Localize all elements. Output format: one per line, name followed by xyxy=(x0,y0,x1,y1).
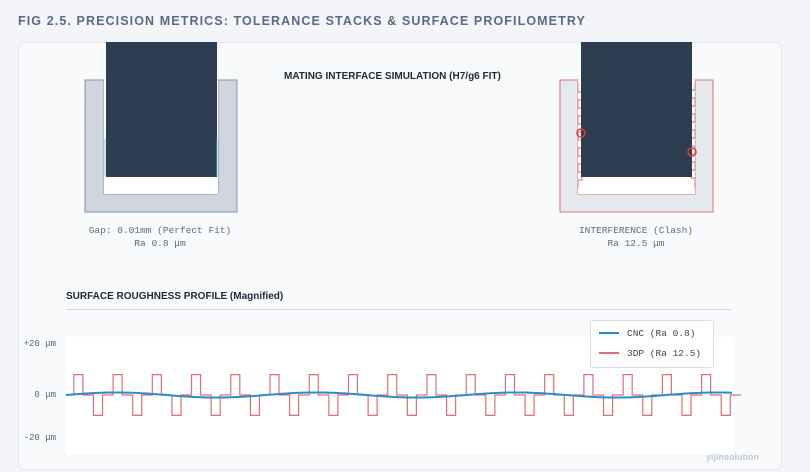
figure-title: FIG 2.5. PRECISION METRICS: TOLERANCE ST… xyxy=(18,14,586,28)
interference-assembly xyxy=(559,42,714,213)
clash-point-marker xyxy=(687,147,697,157)
legend-item-cnc: CNC (Ra 0.8) xyxy=(599,327,695,339)
mating-title: MATING INTERFACE SIMULATION (H7/g6 FIT) xyxy=(284,71,501,82)
y-tick-label: +20 μm xyxy=(23,339,56,349)
series-3dp-line xyxy=(66,374,741,416)
y-tick-label: -20 μm xyxy=(23,433,56,443)
perfect-fit-assembly xyxy=(84,42,238,213)
series-cnc-line xyxy=(65,391,733,399)
section-divider xyxy=(66,309,732,310)
interference-ra-label: Ra 12.5 μm xyxy=(607,238,665,249)
perfect-fit-shaft xyxy=(106,42,217,177)
perfect-fit-caption: Gap: 0.01mm (Perfect Fit) Ra 0.8 μm xyxy=(60,224,260,250)
legend-swatch-3dp xyxy=(599,352,619,354)
interference-bore-rough-right xyxy=(690,82,696,188)
interference-caption: INTERFERENCE (Clash) Ra 12.5 μm xyxy=(536,224,736,250)
y-tick-label: 0 μm xyxy=(34,390,56,400)
chart-legend: CNC (Ra 0.8) 3DP (Ra 12.5) xyxy=(590,320,714,368)
legend-label-cnc: CNC (Ra 0.8) xyxy=(627,327,696,339)
roughness-title: SURFACE ROUGHNESS PROFILE (Magnified) xyxy=(66,291,284,302)
perfect-fit-ra-label: Ra 0.8 μm xyxy=(134,238,186,249)
watermark: yijinsolution xyxy=(706,452,759,462)
perfect-fit-gap-label: Gap: 0.01mm (Perfect Fit) xyxy=(88,225,232,236)
legend-item-3dp: 3DP (Ra 12.5) xyxy=(599,347,701,359)
legend-swatch-cnc xyxy=(599,332,619,334)
interference-shaft xyxy=(581,42,692,177)
interference-label: INTERFERENCE (Clash) xyxy=(578,225,694,236)
clash-point-marker xyxy=(576,128,586,138)
legend-label-3dp: 3DP (Ra 12.5) xyxy=(627,347,702,359)
